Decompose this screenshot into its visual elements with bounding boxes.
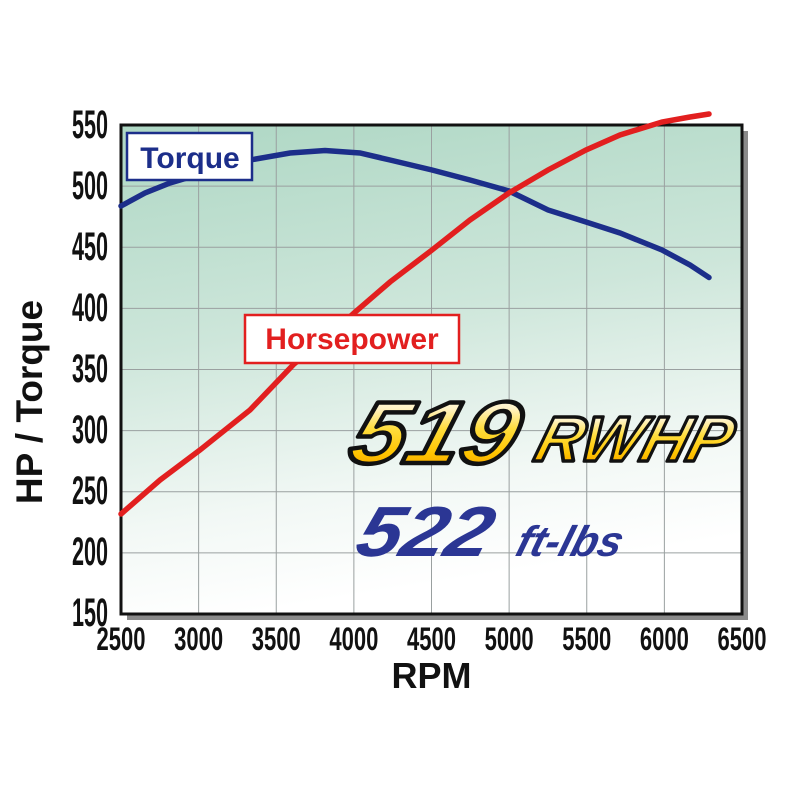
svg-text:300: 300 — [72, 408, 108, 452]
svg-text:HP / Torque: HP / Torque — [9, 300, 50, 504]
svg-text:550: 550 — [72, 103, 108, 147]
svg-text:519: 519 — [340, 385, 533, 483]
svg-text:500: 500 — [72, 164, 108, 208]
svg-text:RPM: RPM — [392, 655, 472, 696]
svg-text:450: 450 — [72, 225, 108, 269]
svg-text:5000: 5000 — [485, 621, 534, 657]
svg-text:6500: 6500 — [718, 621, 767, 657]
svg-text:Horsepower: Horsepower — [265, 323, 439, 356]
svg-text:6000: 6000 — [640, 621, 689, 657]
svg-text:Torque: Torque — [140, 142, 239, 175]
svg-text:4500: 4500 — [407, 621, 456, 657]
svg-text:200: 200 — [72, 530, 108, 574]
svg-text:5500: 5500 — [562, 621, 611, 657]
svg-text:RWHP: RWHP — [528, 403, 743, 475]
svg-text:3500: 3500 — [252, 621, 301, 657]
svg-text:3000: 3000 — [174, 621, 223, 657]
svg-text:250: 250 — [72, 469, 108, 513]
svg-text:4000: 4000 — [329, 621, 378, 657]
svg-text:2500: 2500 — [97, 621, 146, 657]
svg-text:ft-lbs: ft-lbs — [511, 518, 630, 566]
svg-text:350: 350 — [72, 347, 108, 391]
svg-text:522: 522 — [348, 492, 504, 571]
svg-text:400: 400 — [72, 286, 108, 330]
